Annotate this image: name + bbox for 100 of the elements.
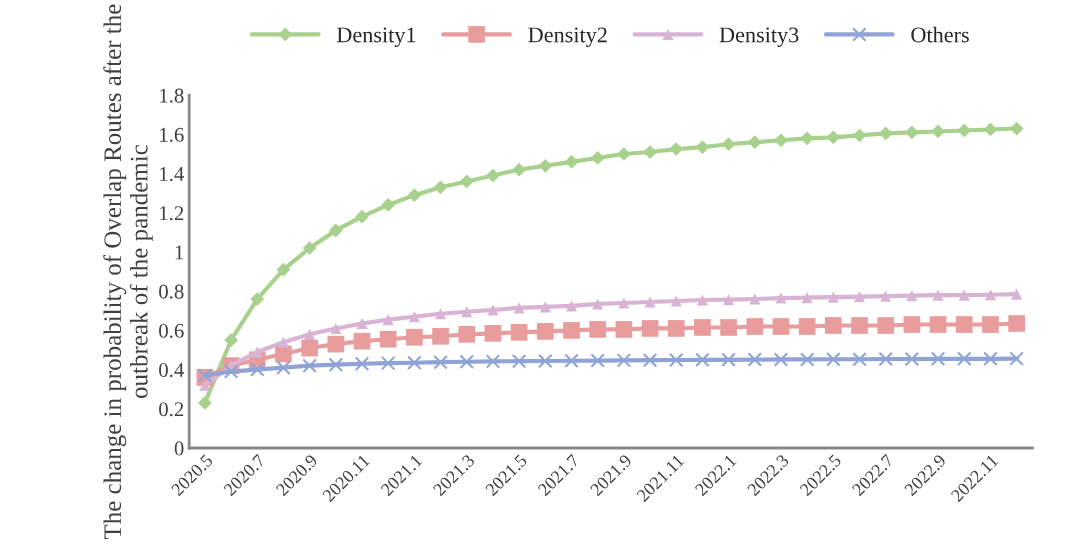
point <box>354 356 370 372</box>
point <box>642 352 658 368</box>
point <box>1011 288 1023 300</box>
point <box>749 293 761 305</box>
y-tick-label: 0.8 <box>159 284 184 299</box>
y-tick-label: 1 <box>175 245 184 260</box>
legend-label: Others <box>911 26 969 43</box>
point <box>904 351 920 367</box>
point <box>721 137 736 152</box>
point <box>668 352 684 368</box>
point <box>511 353 527 369</box>
point <box>512 162 526 177</box>
point <box>1009 351 1024 366</box>
y-axis-title: The change in probability of Overlap Routes after the outbreak of the pandemic <box>103 4 153 540</box>
point <box>251 346 263 358</box>
point <box>198 396 212 410</box>
point <box>695 140 710 155</box>
point <box>433 180 448 195</box>
point <box>956 351 972 367</box>
point <box>670 295 682 307</box>
point <box>798 318 816 335</box>
point <box>775 292 787 304</box>
point <box>932 289 944 301</box>
point <box>852 128 867 143</box>
point <box>982 316 999 333</box>
point <box>590 151 605 165</box>
point <box>641 320 659 337</box>
point <box>407 355 422 371</box>
legend-label: Density3 <box>719 27 799 47</box>
point <box>853 291 866 303</box>
point <box>301 339 318 357</box>
point <box>1009 121 1024 136</box>
point <box>773 352 789 367</box>
point <box>1008 315 1025 332</box>
point <box>746 318 764 335</box>
point <box>408 311 420 323</box>
point <box>250 292 265 306</box>
y-tick-label: 1.2 <box>160 206 184 221</box>
point <box>327 335 345 353</box>
point <box>224 333 238 348</box>
point <box>723 294 735 306</box>
point <box>799 352 815 367</box>
point <box>772 318 790 335</box>
point <box>615 321 633 338</box>
point <box>826 130 841 145</box>
point <box>695 352 710 368</box>
point <box>616 147 631 161</box>
point <box>747 135 762 150</box>
point <box>435 308 447 320</box>
point <box>929 316 947 333</box>
point <box>513 302 525 314</box>
point <box>825 317 842 334</box>
point <box>459 354 475 370</box>
point <box>380 355 396 371</box>
point <box>433 354 448 370</box>
point <box>302 241 317 255</box>
point <box>669 142 684 156</box>
point <box>851 317 868 334</box>
point <box>955 316 973 333</box>
point <box>878 126 893 141</box>
point <box>721 352 736 368</box>
point <box>903 316 921 333</box>
legend-label: Density2 <box>528 27 607 47</box>
point <box>277 336 289 348</box>
point <box>406 328 423 346</box>
point <box>590 353 605 368</box>
point <box>958 289 970 301</box>
point <box>694 319 711 336</box>
point <box>878 351 894 367</box>
point <box>199 379 211 391</box>
point <box>355 209 369 224</box>
point <box>563 322 580 339</box>
point <box>485 354 501 369</box>
point <box>852 351 867 367</box>
point <box>667 320 685 337</box>
point <box>510 324 528 341</box>
point <box>801 292 813 304</box>
point <box>328 357 344 372</box>
y-tick-label: 0.2 <box>159 402 184 417</box>
point <box>276 360 291 375</box>
point <box>983 351 998 367</box>
point <box>538 158 553 173</box>
point <box>356 317 368 330</box>
point <box>905 125 919 140</box>
point <box>957 123 972 138</box>
point <box>618 297 630 309</box>
point <box>930 351 946 367</box>
point <box>459 174 474 189</box>
point <box>379 330 397 348</box>
point <box>827 291 839 303</box>
point <box>644 296 656 308</box>
point <box>458 325 476 343</box>
point <box>826 351 841 367</box>
y-tick-label: 0.6 <box>159 323 184 338</box>
point <box>381 198 396 212</box>
point <box>565 300 578 312</box>
point <box>538 353 553 369</box>
point <box>589 321 607 338</box>
point <box>774 133 788 148</box>
point <box>249 362 265 377</box>
